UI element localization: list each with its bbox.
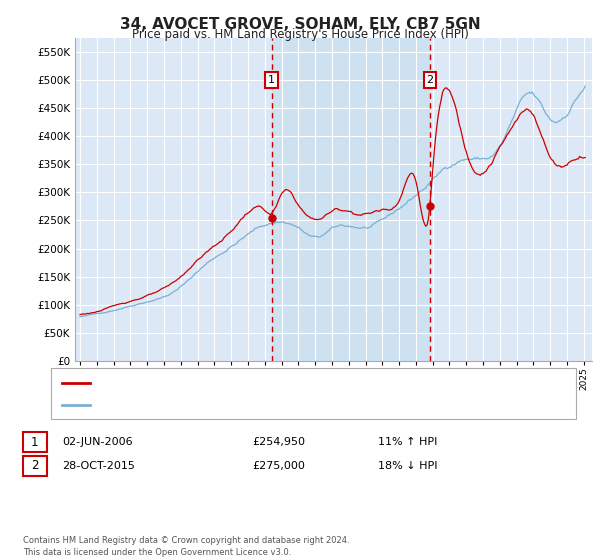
Text: 1: 1 bbox=[268, 74, 275, 85]
Text: Price paid vs. HM Land Registry's House Price Index (HPI): Price paid vs. HM Land Registry's House … bbox=[131, 28, 469, 41]
Text: 1: 1 bbox=[31, 436, 38, 449]
Text: 34, AVOCET GROVE, SOHAM, ELY, CB7 5GN (detached house): 34, AVOCET GROVE, SOHAM, ELY, CB7 5GN (d… bbox=[96, 377, 401, 388]
Text: £275,000: £275,000 bbox=[252, 461, 305, 471]
Text: 02-JUN-2006: 02-JUN-2006 bbox=[62, 437, 133, 447]
Text: £254,950: £254,950 bbox=[252, 437, 305, 447]
Text: 2: 2 bbox=[427, 74, 433, 85]
Text: 11% ↑ HPI: 11% ↑ HPI bbox=[378, 437, 437, 447]
Bar bbox=[272, 38, 430, 361]
Text: Contains HM Land Registry data © Crown copyright and database right 2024.
This d: Contains HM Land Registry data © Crown c… bbox=[23, 536, 349, 557]
Text: 2: 2 bbox=[31, 459, 38, 473]
Text: 28-OCT-2015: 28-OCT-2015 bbox=[62, 461, 134, 471]
Text: 34, AVOCET GROVE, SOHAM, ELY, CB7 5GN: 34, AVOCET GROVE, SOHAM, ELY, CB7 5GN bbox=[119, 17, 481, 32]
Text: HPI: Average price, detached house, East Cambridgeshire: HPI: Average price, detached house, East… bbox=[96, 400, 384, 410]
Text: 18% ↓ HPI: 18% ↓ HPI bbox=[378, 461, 437, 471]
